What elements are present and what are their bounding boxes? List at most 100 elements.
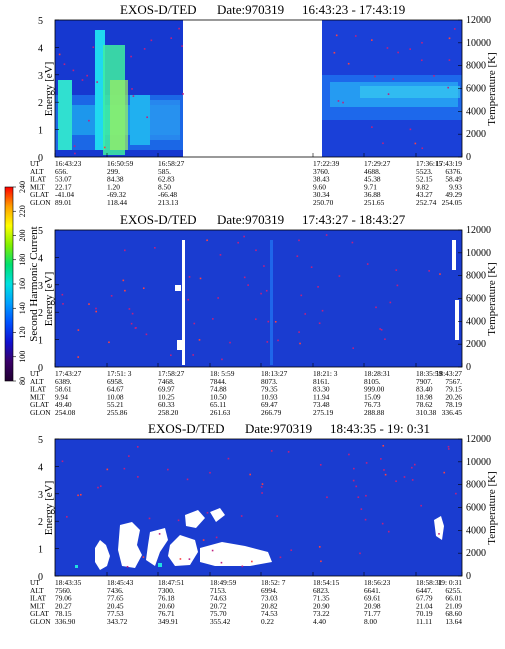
temperature-point [414, 142, 417, 145]
ephemeris-value: 18:13:27 [261, 369, 288, 378]
temperature-point [146, 116, 148, 119]
ephemeris-value: 10.25 [158, 392, 175, 401]
ephemeris-value: 83.30 [313, 385, 330, 394]
temperature-point [395, 480, 397, 483]
temperature-point [347, 62, 350, 65]
ephemeris-value: 13.64 [445, 617, 462, 626]
temperature-point [77, 356, 80, 358]
panel-1-ephemeris: UT 16:43:23 16:50:59 16:58:27 17:22:39 17:29:… [30, 159, 462, 207]
panel-3-title: EXOS-D/TED [148, 421, 225, 436]
ephemeris-value: 58.61 [55, 385, 72, 394]
temperature-point [61, 460, 64, 463]
ephemeris-row-label: GLAT [30, 400, 49, 409]
panel-2-ylabel: Energy [eV] [43, 272, 55, 326]
ephemeris-value: 251.65 [364, 198, 385, 207]
temperature-point [411, 479, 414, 481]
ephemeris-value: 6641. [364, 586, 381, 595]
temperature-point [66, 516, 68, 518]
ephemeris-value: 43.27 [416, 190, 433, 199]
ephemeris-value: 18:47:51 [158, 578, 185, 587]
ephemeris-value: 58.49 [445, 175, 462, 184]
temperature-point [221, 358, 223, 361]
ephemeris-value: 8073. [261, 377, 278, 386]
temperature-point [380, 458, 382, 460]
ephemeris-value: 16:43:23 [55, 159, 82, 168]
ephemeris-value: 8105. [364, 377, 381, 386]
panel-3-white-blob-1 [95, 540, 110, 570]
ephemeris-row-label: GLON [30, 198, 51, 207]
ephemeris-value: 18:28:31 [364, 369, 391, 378]
ephemeris-value: 4.40 [313, 617, 326, 626]
ephemeris-value: 252.74 [416, 198, 437, 207]
ephemeris-row-label: MLT [30, 392, 45, 401]
ephemeris-value: 20.82 [261, 601, 278, 610]
ephemeris-value: 5523. [416, 167, 433, 176]
temperature-point [217, 297, 219, 299]
temperature-point [357, 496, 360, 499]
ephemeris-value: 349.91 [158, 617, 179, 626]
ephemeris-value: 7567. [445, 377, 462, 386]
colorbar-tick-label: 160 [18, 278, 27, 290]
ephemeris-value: 65.11 [210, 400, 227, 409]
temperature-point [384, 338, 386, 341]
ephemeris-value: 53.07 [55, 175, 72, 184]
panel-1-time-range: 16:43:23 - 17:43:19 [302, 2, 405, 17]
temperature-point [77, 494, 79, 497]
temperature-point [383, 469, 385, 471]
colorbar-ticks: 80 100 120 140 160 180 200 220 240 [13, 181, 27, 385]
temperature-point [387, 93, 390, 95]
energy-tick-label: 4 [38, 43, 43, 54]
temperature-point [73, 145, 76, 147]
temperature-point [277, 339, 279, 342]
temperature-point [212, 318, 214, 320]
ephemeris-value: 11.94 [313, 392, 330, 401]
temperature-point [202, 539, 205, 541]
ephemeris-value: 8161. [313, 377, 330, 386]
ephemeris-value: 336.90 [55, 617, 76, 626]
panel-1-axes: 0 1 2 3 4 5 0 2000 4000 6000 8000 10000 12000 [38, 15, 491, 164]
temperature-point [110, 295, 113, 297]
ephemeris-value: 55.21 [107, 400, 124, 409]
ephemeris-value: 16:58:27 [158, 159, 185, 168]
temperature-point [96, 81, 98, 83]
temperature-point [103, 146, 106, 149]
temperature-point [106, 468, 109, 471]
ephemeris-value: 255.86 [107, 408, 128, 417]
temperature-point [240, 515, 243, 517]
ephemeris-value: 118.44 [107, 198, 127, 207]
ephemeris-value: 67.79 [416, 594, 433, 603]
temperature-point [182, 93, 184, 95]
ephemeris-value: 999.00 [364, 385, 385, 394]
temperature-tick-label: 2000 [466, 339, 486, 350]
ephemeris-value: 74.53 [261, 609, 278, 618]
temperature-point [130, 322, 133, 325]
temperature-point [81, 79, 84, 81]
panel-1-burst-4 [110, 80, 128, 150]
ephemeris-value: 9.94 [55, 392, 68, 401]
panel-3-time-range: 18:43:35 - 19: 0:31 [330, 421, 430, 436]
ephemeris-value: 275.19 [313, 408, 334, 417]
ephemeris-value: 21.09 [445, 601, 462, 610]
temperature-point [342, 101, 344, 104]
ephemeris-value: 17:51: 3 [107, 369, 132, 378]
temperature-point [447, 86, 449, 89]
temperature-point [384, 473, 387, 476]
ephemeris-value: 18:43:35 [55, 578, 82, 587]
ephemeris-value: 288.88 [364, 408, 385, 417]
temperature-tick-label: 0 [466, 152, 471, 163]
ephemeris-value: 7153. [210, 586, 227, 595]
temperature-point [304, 313, 307, 315]
temperature-point [351, 241, 354, 244]
temperature-tick-label: 10000 [466, 38, 491, 49]
panel-2-y2label: Temperature [K] [486, 262, 498, 335]
temperature-point [447, 445, 450, 448]
ephemeris-value: 68.60 [445, 609, 462, 618]
temperature-tick-label: 8000 [466, 61, 486, 72]
temperature-point [333, 51, 336, 54]
temperature-point [136, 446, 139, 448]
ephemeris-value: 18:56:23 [364, 578, 391, 587]
temperature-point [177, 519, 180, 522]
temperature-point [132, 95, 135, 97]
temperature-point [99, 485, 102, 487]
